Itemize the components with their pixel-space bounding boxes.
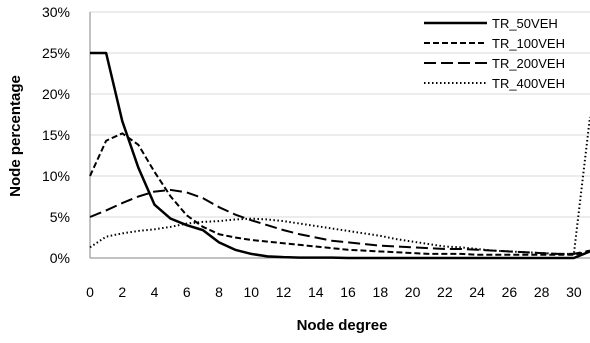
series-line-tr-200veh xyxy=(89,188,590,255)
x-tick-labels: 0 2 4 6 8 10 12 14 16 18 20 22 24 26 28 30 xyxy=(86,284,582,300)
x-tick-label: 14 xyxy=(308,284,324,300)
x-tick-label: 20 xyxy=(405,284,421,300)
series-lines xyxy=(89,51,590,260)
series-line-tr-400veh xyxy=(89,116,590,255)
x-tick-label: 6 xyxy=(183,284,191,300)
y-tick-labels: 0% 5% 10% 15% 20% 25% 30% xyxy=(42,4,70,266)
legend-label: TR_50VEH xyxy=(492,16,558,31)
y-axis-title: Node percentage xyxy=(7,75,24,197)
x-tick-label: 28 xyxy=(534,284,550,300)
x-tick-label: 26 xyxy=(502,284,518,300)
y-tick-label: 15% xyxy=(42,127,70,143)
x-tick-label: 2 xyxy=(118,284,126,300)
x-tick-label: 12 xyxy=(276,284,292,300)
x-axis-title: Node degree xyxy=(297,317,388,334)
legend-label: TR_100VEH xyxy=(492,36,565,51)
x-tick-label: 16 xyxy=(340,284,356,300)
legend: TR_50VEH TR_100VEH TR_200VEH TR_400VEH xyxy=(424,16,565,91)
x-tick-label: 18 xyxy=(373,284,389,300)
y-tick-label: 25% xyxy=(42,45,70,61)
x-tick-label: 24 xyxy=(469,284,485,300)
y-tick-label: 20% xyxy=(42,86,70,102)
y-tick-label: 5% xyxy=(50,209,70,225)
legend-label: TR_200VEH xyxy=(492,56,565,71)
y-tick-label: 30% xyxy=(42,4,70,20)
x-tick-label: 30 xyxy=(566,284,582,300)
series-line-tr-50veh xyxy=(90,51,590,260)
x-tick-label: 0 xyxy=(86,284,94,300)
x-tick-label: 22 xyxy=(437,284,453,300)
x-tick-label: 8 xyxy=(215,284,223,300)
x-tick-label: 10 xyxy=(244,284,260,300)
y-tick-label: 10% xyxy=(42,168,70,184)
x-tick-label: 4 xyxy=(151,284,159,300)
series-line-tr-100veh xyxy=(89,132,590,256)
legend-label: TR_400VEH xyxy=(492,76,565,91)
y-tick-label: 0% xyxy=(50,250,70,266)
gridlines xyxy=(90,11,590,218)
